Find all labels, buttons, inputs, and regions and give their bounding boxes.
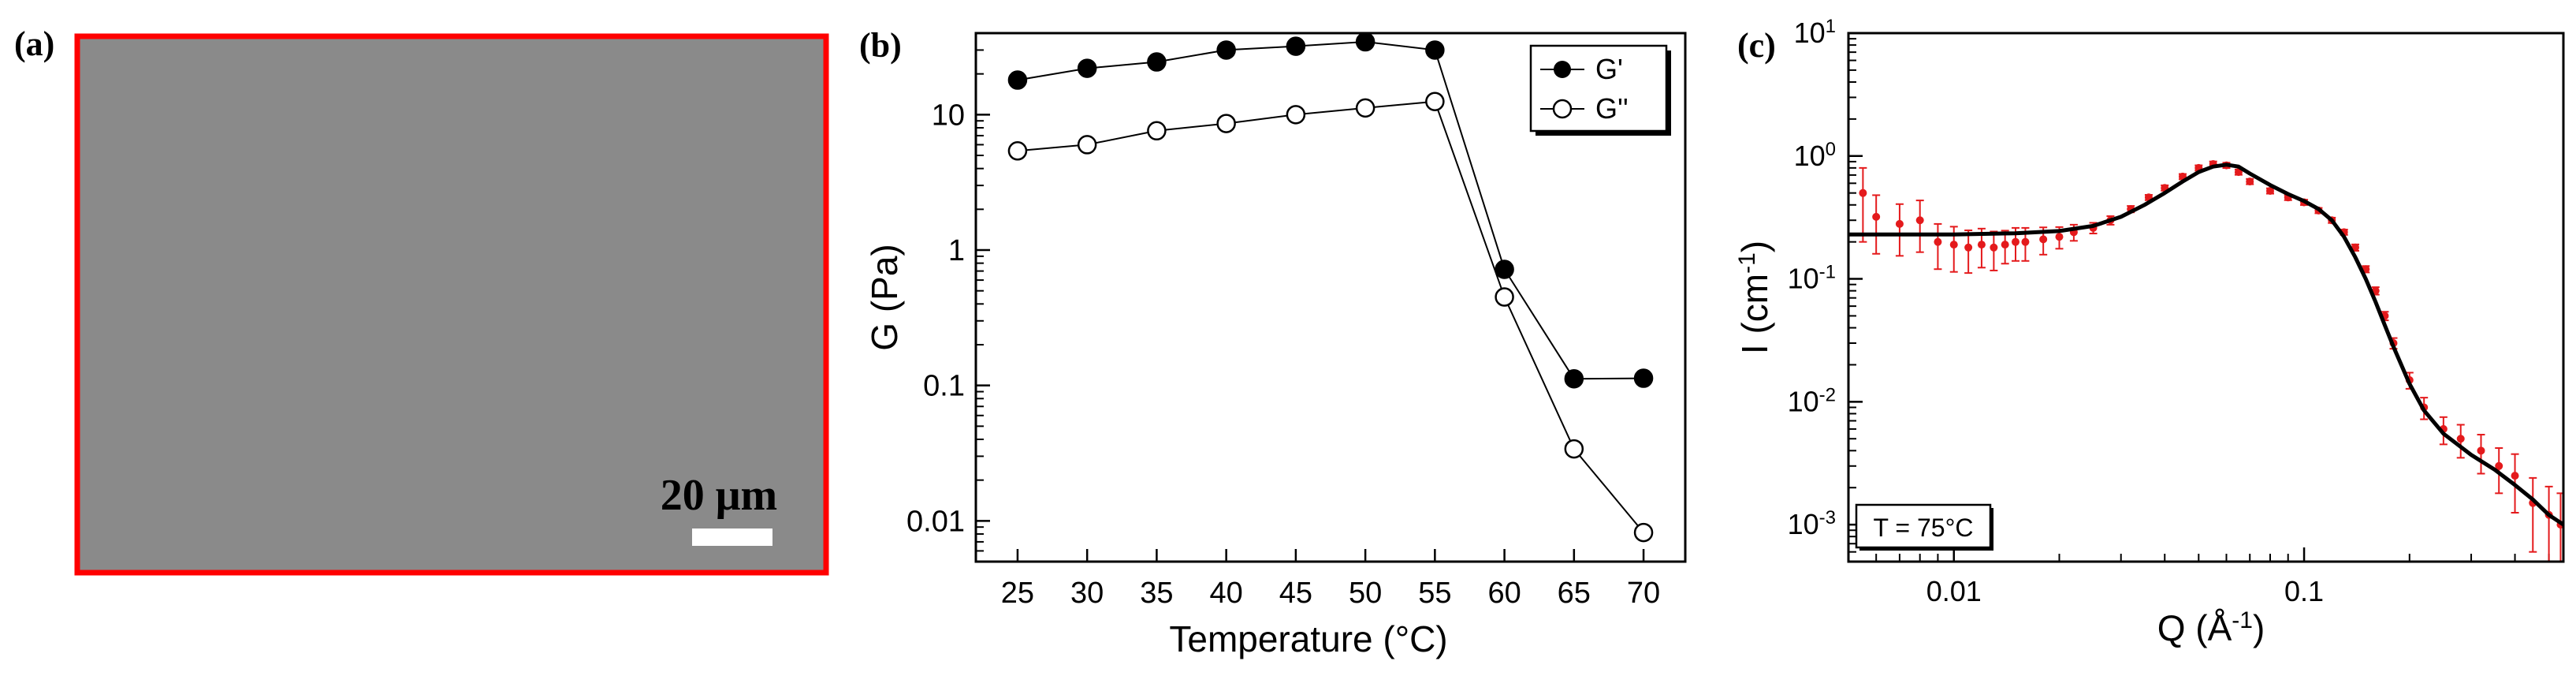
x-tick-label: 0.01 (1926, 575, 1982, 607)
x-axis-ticks: 0.01 0.1 (1875, 547, 2550, 607)
data-point (1949, 241, 1958, 249)
g-double-prime-point (1007, 141, 1028, 161)
data-point (1990, 243, 1998, 252)
x-axis-ticks: 25 30 35 40 45 50 55 60 65 70 (1001, 549, 1660, 610)
series-group (1007, 32, 1654, 543)
y-tick-label: 100 (1794, 138, 1836, 172)
data-point (2265, 187, 2274, 196)
micrograph-image (74, 33, 829, 576)
g-prime-point (1077, 58, 1097, 78)
g-prime-point (1007, 70, 1028, 90)
x-tick-label: 40 (1210, 577, 1243, 610)
data-point (2039, 235, 2048, 244)
scale-bar (692, 528, 772, 546)
data-point (2021, 237, 2030, 246)
data-point (2456, 435, 2465, 443)
data-point (2055, 233, 2064, 241)
data-point (1934, 237, 1942, 246)
scale-bar-label: 20 μm (661, 471, 777, 520)
g-prime-point (1355, 32, 1375, 52)
fit-line (1848, 162, 2563, 527)
g-prime-point (1633, 368, 1654, 388)
legend-marker-g-prime (1554, 61, 1571, 78)
y-tick-label: 10-3 (1788, 507, 1836, 541)
data-point (2351, 243, 2359, 252)
y-tick-label: 0.1 (923, 370, 965, 403)
y-axis-ticks: 10-3 10-2 10-1 100 101 (1788, 16, 1863, 553)
g-prime-point (1216, 40, 1236, 60)
x-tick-label: 30 (1070, 577, 1104, 610)
annotation-box (1855, 503, 1992, 549)
panel-a: (a) 20 μm (0, 0, 851, 676)
data-point (2495, 461, 2503, 470)
y-tick-label: 101 (1794, 16, 1836, 50)
x-tick-label: 45 (1279, 577, 1312, 610)
annotation-text: T = 75°C (1874, 514, 1974, 542)
g-double-prime-point (1147, 121, 1167, 141)
x-tick-label: 50 (1349, 577, 1382, 610)
g-double-prime-point (1077, 135, 1097, 155)
y-tick-label: 10 (932, 99, 965, 132)
panel-a-figure: (a) 20 μm (14, 24, 829, 576)
g-double-prime-point (1425, 92, 1445, 111)
plot-frame (974, 32, 1687, 563)
g-prime-point (1286, 36, 1306, 56)
g-prime-line (1017, 40, 1644, 380)
panel-c: (c) 10-3 10-2 10-1 100 101 0.01 0.1 T = 75°C … (1703, 0, 2576, 676)
panel-a-label: (a) (14, 24, 54, 63)
temperature-annotation: T = 75°C (1855, 503, 1993, 551)
data-point (1977, 241, 1986, 249)
g-double-prime-point (1216, 114, 1236, 133)
plot-frame (1847, 32, 2565, 563)
legend-label-g-prime: G' (1595, 53, 1623, 85)
g-prime-point (1495, 260, 1514, 279)
data-point (1915, 216, 1924, 225)
legend: G' G'' (1529, 44, 1671, 136)
panel-b-label: (b) (859, 26, 902, 65)
g-prime-point (1425, 40, 1445, 60)
data-point (1964, 243, 1973, 252)
y-axis-ticks: 0.01 0.1 1 10 (906, 49, 990, 552)
panel-c-label: (c) (1737, 26, 1776, 65)
data-point (1895, 219, 1904, 228)
x-tick-label: 55 (1418, 577, 1451, 610)
x-tick-label: 25 (1001, 577, 1034, 610)
data-point (1872, 212, 1881, 221)
legend-marker-g-double-prime (1552, 99, 1573, 119)
legend-label-g-double-prime: G'' (1595, 92, 1629, 125)
panel-b: (b) 0.01 0.1 1 10 25 30 35 40 45 50 55 60 65 70 Temp… (851, 0, 1703, 676)
fit-curve (1848, 162, 2563, 527)
x-axis-label: Temperature (°C) (1169, 618, 1447, 659)
data-point (2477, 446, 2485, 455)
x-axis-label: Q (Å-1) (2157, 607, 2265, 649)
y-tick-label: 10-2 (1788, 384, 1836, 418)
y-tick-label: 1 (948, 234, 965, 267)
data-point (2011, 237, 2019, 246)
y-tick-label: 0.01 (906, 505, 965, 538)
x-tick-label: 70 (1627, 577, 1660, 610)
data-point (2511, 472, 2519, 480)
x-tick-label: 60 (1487, 577, 1521, 610)
g-double-prime-point (1286, 105, 1306, 125)
data-point (1859, 189, 1867, 197)
x-tick-label: 35 (1140, 577, 1173, 610)
g-double-prime-point (1495, 287, 1514, 307)
g-double-prime-line (1017, 100, 1644, 533)
x-tick-label: 0.1 (2284, 575, 2324, 607)
g-double-prime-point (1633, 522, 1654, 543)
x-tick-label: 65 (1558, 577, 1591, 610)
data-point (2001, 241, 2009, 249)
data-points (1859, 159, 2563, 562)
y-tick-label: 10-1 (1788, 261, 1836, 295)
g-double-prime-point (1564, 439, 1584, 459)
data-point (2246, 177, 2254, 186)
g-prime-point (1564, 368, 1584, 389)
g-double-prime-point (1355, 98, 1375, 118)
g-prime-point (1147, 52, 1167, 72)
y-axis-label: I (cm-1) (1734, 241, 1776, 354)
rheology-chart: (b) 0.01 0.1 1 10 25 30 35 40 45 50 55 60 65 70 Temp… (859, 26, 1687, 659)
y-axis-label: G (Pa) (864, 244, 905, 350)
legend-box (1529, 44, 1668, 133)
